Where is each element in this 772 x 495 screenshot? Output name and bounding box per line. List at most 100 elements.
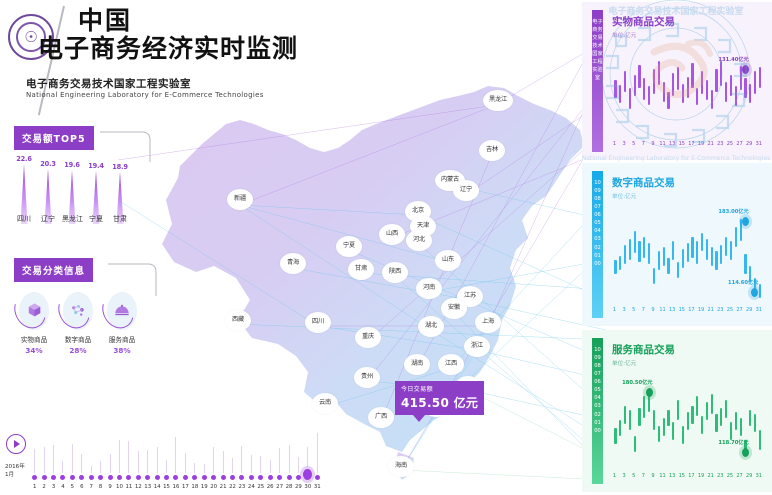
highlight-marker[interactable] [741, 217, 749, 227]
timeline-ticks[interactable]: 1 2 3 4 5 6 7 8 9 10 11 12 13 14 15 16 17 18 19 20 21 22 23 24 2… [30, 420, 334, 492]
top5-bar-item[interactable]: 22.6 四川 [14, 155, 34, 224]
panel-spine-text-3: 10 09 08 07 06 05 04 03 02 01 00 [594, 347, 601, 434]
timeline-tick[interactable]: 16 [171, 437, 180, 490]
timeline-tick[interactable]: 1 [30, 449, 39, 490]
province-node[interactable]: 山西 [379, 224, 405, 245]
timeline-tick[interactable]: 21 [218, 451, 227, 490]
candlestick-bar [672, 72, 675, 96]
timeline-stem [260, 456, 262, 473]
date-timeline[interactable]: 2016年 1月 1 2 3 4 5 6 7 8 9 10 11 12 13 14 15 16 17 18 19 20… [4, 420, 334, 492]
timeline-tick[interactable]: 11 [124, 441, 133, 490]
category-breakdown[interactable]: 实物商品 34% 数字商品 28% 服务商品 38% [8, 288, 144, 378]
timeline-day-label: 9 [108, 484, 112, 490]
province-node[interactable]: 黑龙江 [483, 90, 513, 111]
top5-value: 18.9 [112, 162, 128, 171]
timeline-dot [126, 475, 132, 480]
province-node[interactable]: 安徽 [441, 298, 467, 319]
highlight-marker[interactable] [741, 65, 749, 75]
timeline-tick[interactable]: 23 [237, 446, 246, 490]
timeline-tick[interactable]: 3 [49, 445, 58, 490]
timeline-tick[interactable]: 6 [77, 454, 86, 490]
category-tag[interactable]: 交易分类信息 [14, 258, 94, 282]
panel-digital-goods[interactable]: 10 09 08 07 06 05 04 03 02 01 00 数字商品交易 … [582, 163, 772, 326]
province-node[interactable]: 山东 [435, 250, 461, 271]
timeline-tick[interactable]: 7 [87, 466, 96, 490]
top5-bar-item[interactable]: 19.6 黑龙江 [62, 161, 83, 224]
candlestick-bar [657, 61, 660, 86]
timeline-tick[interactable]: 12 [134, 451, 143, 490]
province-node[interactable]: 西藏 [225, 310, 251, 331]
panel-xtick: 17 [688, 307, 695, 313]
panel-plot-1[interactable]: 131.40亿元 [612, 42, 766, 138]
province-node[interactable]: 四川 [305, 312, 331, 333]
play-icon[interactable] [6, 434, 26, 454]
panel-service-goods[interactable]: 10 09 08 07 06 05 04 03 02 01 00 服务商品交易 … [582, 330, 772, 492]
highlight-marker[interactable] [645, 388, 653, 397]
province-node[interactable]: 河南 [416, 278, 442, 299]
timeline-tick[interactable]: 2 [39, 447, 48, 490]
province-node[interactable]: 上海 [475, 312, 501, 333]
timeline-tick[interactable]: 15 [162, 460, 171, 490]
timeline-tick[interactable]: 27 [275, 448, 284, 490]
highlight-marker[interactable] [751, 287, 759, 297]
highlight-marker[interactable] [741, 448, 749, 457]
province-node[interactable]: 新疆 [227, 189, 253, 210]
top5-chart[interactable]: 22.6 四川 20.3 辽宁 19.6 黑龙江 19.4 宁夏 18.9 甘肃 [14, 148, 144, 238]
timeline-tick[interactable]: 4 [58, 461, 67, 490]
province-node[interactable]: 江西 [438, 354, 464, 375]
candlestick-bar [720, 408, 723, 426]
panel-plot-3[interactable]: 180.50亿元 118.70亿元 [612, 370, 766, 470]
candlestick-bar [758, 283, 761, 298]
province-node[interactable]: 云南 [312, 393, 338, 414]
province-node[interactable]: 湖北 [418, 316, 444, 337]
timeline-tick[interactable]: 26 [265, 460, 274, 490]
top5-bar-item[interactable]: 18.9 甘肃 [110, 163, 130, 224]
province-node[interactable]: 青海 [280, 253, 306, 274]
timeline-stem [307, 447, 309, 467]
province-node[interactable]: 甘肃 [348, 259, 374, 280]
timeline-tick[interactable]: 28 [284, 445, 293, 490]
category-item[interactable]: 服务商品 38% [96, 288, 142, 355]
province-node[interactable]: 重庆 [355, 327, 381, 348]
province-node[interactable]: 湖南 [404, 354, 430, 375]
panel-xtick: 15 [678, 141, 685, 147]
province-node[interactable]: 宁夏 [336, 236, 362, 257]
top5-bar-item[interactable]: 19.4 宁夏 [86, 162, 106, 224]
province-node[interactable]: 吉林 [479, 140, 505, 161]
panel-xtick: 9 [651, 307, 655, 313]
timeline-tick[interactable]: 9 [105, 454, 114, 490]
timeline-day-label: 13 [144, 484, 152, 490]
province-node[interactable]: 辽宁 [453, 180, 479, 201]
panel-plot-2[interactable]: 183.00亿元 114.60亿元 [612, 203, 766, 304]
timeline-tick-selected[interactable]: 30 [303, 447, 313, 490]
province-node[interactable]: 海南 [388, 456, 414, 477]
timeline-tick[interactable]: 17 [181, 453, 190, 490]
province-node[interactable]: 河北 [406, 230, 432, 251]
top5-bar [116, 171, 124, 224]
timeline-tick[interactable]: 13 [143, 450, 152, 490]
timeline-tick[interactable]: 22 [228, 458, 237, 490]
panel-xtick: 13 [668, 307, 676, 313]
timeline-tick[interactable]: 8 [96, 461, 105, 490]
timeline-tick[interactable]: 20 [209, 447, 218, 490]
timeline-tick[interactable]: 24 [247, 455, 256, 490]
panel-body-1: 实物商品交易 单位:亿元 131.40亿元 1 3 5 7 9 11 13 15 17 19 21 2… [606, 8, 770, 156]
category-item[interactable]: 实物商品 34% [8, 288, 54, 355]
timeline-tick[interactable]: 29 [294, 457, 303, 490]
top5-tag[interactable]: 交易额TOP5 [14, 126, 94, 150]
timeline-tick[interactable]: 31 [313, 433, 322, 490]
province-node[interactable]: 广西 [368, 407, 394, 428]
timeline-tick[interactable]: 14 [152, 447, 161, 490]
timeline-tick[interactable]: 18 [190, 463, 199, 490]
province-node[interactable]: 浙江 [464, 336, 490, 357]
timeline-tick[interactable]: 25 [256, 456, 265, 490]
top5-bar-item[interactable]: 20.3 辽宁 [38, 160, 58, 224]
province-node[interactable]: 陕西 [382, 262, 408, 283]
timeline-tick[interactable]: 5 [68, 444, 77, 490]
timeline-tick[interactable]: 10 [115, 440, 124, 490]
category-item[interactable]: 数字商品 28% [52, 288, 98, 355]
timeline-tick[interactable]: 19 [200, 464, 209, 490]
province-node[interactable]: 贵州 [354, 367, 380, 388]
timeline-day-label: 29 [295, 484, 302, 490]
